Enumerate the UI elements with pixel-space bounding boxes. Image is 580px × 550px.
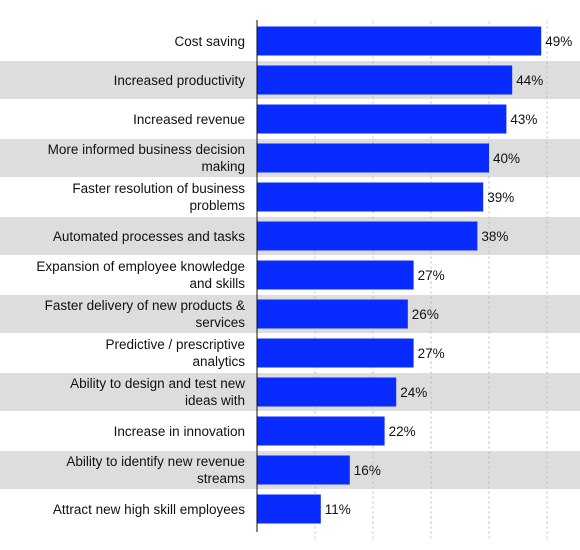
category-label: Increased productivity: [114, 73, 246, 88]
category-label: More informed business decision making: [48, 142, 245, 174]
value-label: 26%: [412, 307, 439, 322]
bars: [257, 26, 542, 524]
bar: [257, 416, 385, 446]
value-label: 43%: [510, 112, 537, 127]
category-label: Cost saving: [174, 34, 245, 49]
value-label: 16%: [354, 463, 381, 478]
bar: [257, 104, 507, 134]
value-label: 49%: [545, 34, 572, 49]
category-label: Increase in innovation: [114, 424, 245, 439]
value-labels: 49% 44% 43% 40% 39% 38% 27% 26% 27% 24% 22% 16% 11%: [325, 34, 572, 517]
value-label: 27%: [418, 268, 445, 283]
bar: [257, 299, 408, 329]
bar: [257, 455, 350, 485]
category-label: Ability to identify new revenue streams: [66, 454, 245, 486]
value-label: 24%: [400, 385, 427, 400]
category-label: Expansion of employee knowledge and skill…: [36, 259, 245, 291]
value-label: 38%: [481, 229, 508, 244]
category-label: Automated processes and tasks: [53, 229, 245, 244]
bar: [257, 221, 478, 251]
value-label: 27%: [418, 346, 445, 361]
category-label: Attract new high skill employees: [53, 502, 245, 517]
category-label: Faster resolution of business problems: [72, 181, 245, 213]
bar: [257, 182, 484, 212]
bar: [257, 494, 321, 524]
value-label: 22%: [389, 424, 416, 439]
bar: [257, 26, 542, 56]
value-label: 11%: [325, 502, 351, 517]
value-label: 39%: [487, 190, 514, 205]
bar: [257, 143, 489, 173]
value-label: 40%: [493, 151, 520, 166]
bar: [257, 377, 397, 407]
bar: [257, 338, 414, 368]
category-label: Predictive / prescriptive analytics: [105, 337, 245, 369]
category-labels: Cost saving Increased productivity Increas…: [36, 34, 245, 517]
bar: [257, 65, 513, 95]
bar: [257, 260, 414, 290]
value-label: 44%: [516, 73, 543, 88]
category-label: Ability to design and test new ideas with: [70, 376, 245, 408]
category-label: Increased revenue: [133, 112, 245, 127]
category-label: Faster delivery of new products & service…: [45, 298, 246, 330]
